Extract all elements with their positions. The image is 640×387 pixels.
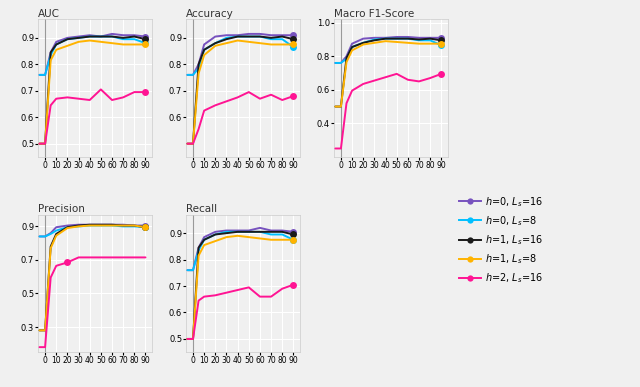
Text: Accuracy: Accuracy: [186, 9, 234, 19]
Text: Precision: Precision: [38, 204, 85, 214]
Legend: $h$=0, $L_s$=16, $h$=0, $L_s$=8, $h$=1, $L_s$=16, $h$=1, $L_s$=8, $h$=2, $L_s$=1: $h$=0, $L_s$=16, $h$=0, $L_s$=8, $h$=1, …: [460, 195, 543, 285]
Text: Recall: Recall: [186, 204, 218, 214]
Text: AUC: AUC: [38, 9, 60, 19]
Text: Macro F1-Score: Macro F1-Score: [334, 9, 415, 19]
